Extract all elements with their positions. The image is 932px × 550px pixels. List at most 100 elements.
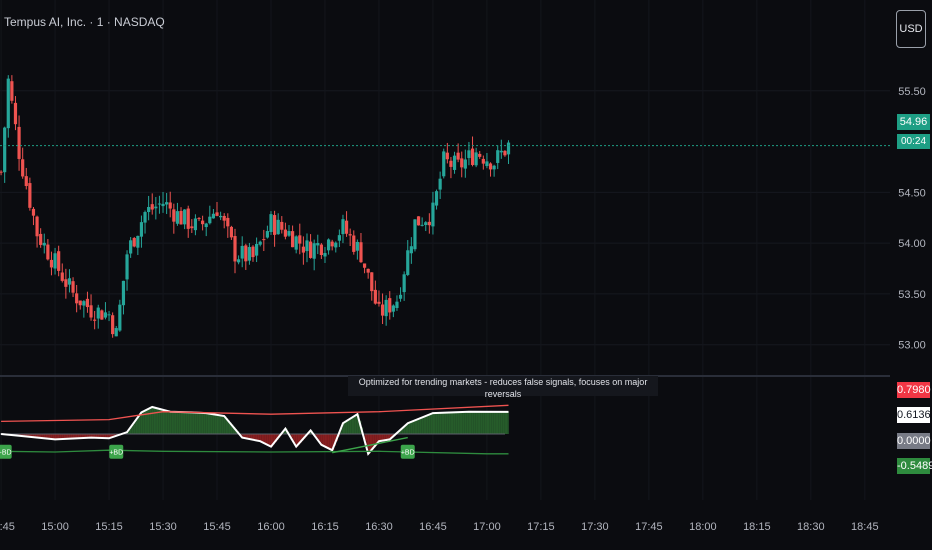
candle-body [172,209,176,222]
oscillator-fill [55,434,58,440]
oscillator-fill [506,411,509,434]
candle-body [96,307,100,319]
oscillator-fill [58,434,61,440]
currency-button[interactable]: USD [896,10,926,48]
candle-body [474,152,478,166]
candle-body [348,234,352,236]
candle-body [93,319,97,321]
candle-body [337,235,341,241]
oscillator-fill [76,434,79,439]
time-tick-label: 17:15 [527,521,555,533]
candle-body [186,208,190,229]
oscillator-fill [49,434,52,439]
oscillator-fill [418,418,421,434]
oscillator-fill [101,434,104,439]
oscillator-fill [240,434,243,436]
oscillator-fill [258,434,261,441]
oscillator-fill [387,434,391,440]
oscillator-fill [476,411,479,434]
candle-body [53,253,57,269]
time-tick-label: 16:00 [257,521,285,533]
time-tick-label: 14:45 [0,521,15,533]
oscillator-fill [204,413,207,434]
oscillator-value: 0.6136 [897,407,931,423]
candle-body [165,202,169,205]
oscillator-fill [344,422,347,434]
candle-body [78,300,82,306]
candle-body [456,152,460,160]
candle-body [449,160,453,167]
candle-body [488,163,493,170]
time-tick-label: 17:00 [473,521,501,533]
lower-band-value: -0.5489 [897,458,932,474]
oscillator-fill [350,418,353,434]
candle-body [154,206,158,209]
oscillator-fill [499,411,502,434]
time-axis: 14:45 15:00 15:15 15:30 15:45 16:00 16:15 16:30… [0,521,879,533]
oscillator-fill [195,412,198,434]
candle-body [406,250,410,275]
oscillator-fill [215,414,218,434]
candle-body [413,219,417,250]
oscillator-fill [467,411,470,434]
candle-body [60,272,64,281]
candle-body [219,215,223,218]
oscillator-fill [166,410,169,434]
oscillator-fill [179,411,182,434]
candle-body [111,315,115,335]
candle-body [362,263,367,268]
oscillator-fill [24,434,27,437]
oscillator-fill [182,412,185,434]
price-tick-label: 53.50 [898,289,926,301]
indicator-note: Optimized for trending markets - reduces… [348,376,658,399]
oscillator-fill [202,412,205,434]
oscillator-fill [472,411,475,434]
candle-body [384,299,388,317]
oscillator-fill [159,408,162,434]
signal-marker: +BD [400,444,415,459]
oscillator-fill [422,417,425,434]
oscillator-fill [416,419,419,434]
oscillator-fill [501,411,504,434]
oscillator-fill [319,434,322,443]
oscillator-fill [46,434,49,439]
candle-body [391,305,395,312]
oscillator-fill [333,434,337,446]
oscillator-fill [355,415,358,434]
candle-body [377,301,381,304]
oscillator-fill [109,434,112,439]
oscillator-fill [152,407,155,434]
oscillator-fill [477,411,481,434]
oscillator-fill [91,434,94,438]
oscillator-fill [229,422,232,434]
time-tick-label: 18:45 [851,521,879,533]
candle-body [427,221,431,226]
oscillator-fill [200,412,203,434]
oscillator-fill [134,422,137,434]
candle-body [470,148,475,165]
candle-body [31,208,36,216]
oscillator-fill [217,414,220,434]
oscillator-fill [47,434,50,439]
oscillator-fill [375,434,378,446]
oscillator-fill [283,430,286,434]
candle-body [226,217,230,227]
oscillator-fill [504,411,508,434]
candle-body [244,245,248,262]
oscillator-fill [130,427,133,434]
oscillator-fill [227,420,230,434]
oscillator-fill [456,412,459,434]
oscillator-fill [420,418,423,434]
oscillator-fill [398,431,401,434]
candle-body [323,253,327,257]
candle-body [75,293,79,304]
oscillator-fill [251,434,254,440]
time-tick-label: 16:45 [419,521,447,533]
candle-body [283,229,287,237]
candle-body [305,240,309,252]
oscillator-fill [247,434,250,439]
candle-body [355,241,359,251]
oscillator-fill [377,434,380,444]
oscillator-fill [193,412,196,434]
